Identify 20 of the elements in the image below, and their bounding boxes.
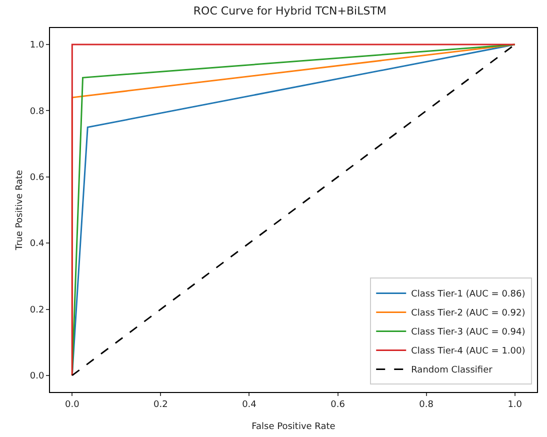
x-tick-label: 0.4	[242, 400, 257, 410]
y-tick-label: 0.8	[30, 106, 44, 117]
x-tick-label: 0.8	[419, 400, 434, 410]
x-axis-title: False Positive Rate	[252, 422, 336, 432]
legend-label: Class Tier-2 (AUC = 0.92)	[411, 308, 526, 319]
y-tick-label: 0.0	[30, 372, 44, 382]
x-tick-label: 0.2	[154, 400, 168, 410]
x-tick-label: 1.0	[508, 400, 522, 410]
y-axis-title: True Positive Rate	[15, 169, 25, 252]
legend-label: Class Tier-1 (AUC = 0.86)	[411, 290, 526, 300]
chart-title: ROC Curve for Hybrid TCN+BiLSTM	[193, 4, 386, 18]
legend-label: Random Classifier	[411, 366, 493, 376]
y-tick-label: 0.6	[30, 173, 44, 184]
legend-label: Class Tier-4 (AUC = 1.00)	[411, 346, 526, 357]
y-tick-label: 0.2	[30, 305, 44, 316]
x-tick-label: 0.0	[64, 400, 80, 410]
x-tick-label: 0.6	[330, 400, 346, 410]
legend-label: Class Tier-3 (AUC = 0.94)	[411, 328, 526, 338]
y-tick-label: 0.4	[30, 239, 44, 250]
y-tick-label: 1.0	[30, 40, 44, 51]
